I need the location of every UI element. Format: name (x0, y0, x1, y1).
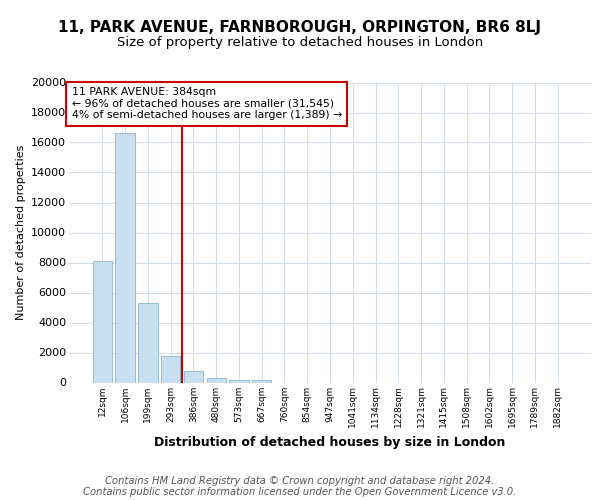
Bar (252, 380, 271, 382)
Y-axis label: Number of detached properties: Number of detached properties (16, 145, 26, 320)
Text: Size of property relative to detached houses in London: Size of property relative to detached ho… (117, 36, 483, 49)
Bar (115, 134, 135, 382)
Text: 11 PARK AVENUE: 384sqm
← 96% of detached houses are smaller (31,545)
4% of semi-: 11 PARK AVENUE: 384sqm ← 96% of detached… (71, 87, 342, 120)
Text: 11, PARK AVENUE, FARNBOROUGH, ORPINGTON, BR6 8LJ: 11, PARK AVENUE, FARNBOROUGH, ORPINGTON,… (59, 20, 542, 35)
Bar (138, 303, 158, 382)
Bar (229, 380, 248, 382)
Text: Contains HM Land Registry data © Crown copyright and database right 2024.: Contains HM Land Registry data © Crown c… (106, 476, 494, 486)
X-axis label: Distribution of detached houses by size in London: Distribution of detached houses by size … (154, 436, 506, 448)
Bar (206, 378, 226, 382)
Bar (161, 356, 181, 382)
Bar (184, 371, 203, 382)
Text: Contains public sector information licensed under the Open Government Licence v3: Contains public sector information licen… (83, 487, 517, 497)
Bar (93, 261, 112, 382)
